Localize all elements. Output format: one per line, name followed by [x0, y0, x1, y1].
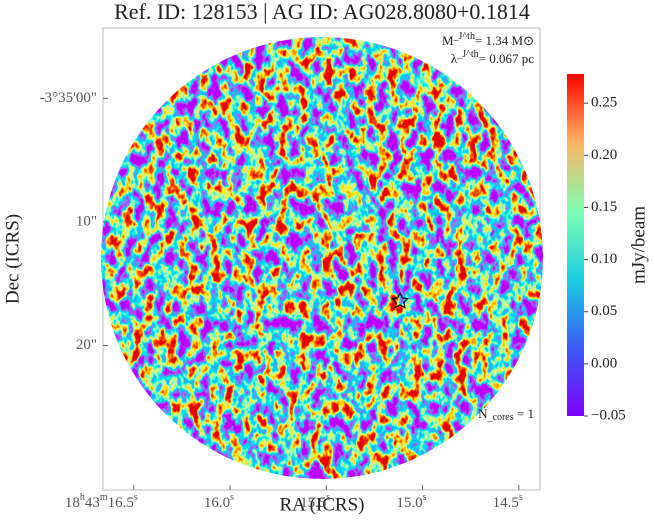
x-axis-label: RA (ICRS) [280, 494, 365, 515]
colorbar-tick-label: 0.10 [591, 251, 617, 267]
colorbar-label: mJy/beam [628, 206, 649, 284]
colorbar-tick-label: 0.20 [591, 147, 617, 163]
colorbar-tick-label: 0.15 [591, 199, 617, 215]
map [101, 37, 543, 479]
y-tick-label: -3°35'00" [40, 90, 97, 106]
x-tick-label: 15.5s [300, 492, 330, 511]
colorbar-tick-label: 0.00 [591, 355, 617, 371]
colorbar-tick-label: −0.05 [591, 407, 626, 423]
x-tick-label: 14.5s [493, 492, 523, 511]
y-tick-label: 20" [76, 337, 97, 353]
colorbar-tick-label: 0.05 [591, 303, 617, 319]
y-tick-label: 10" [76, 213, 97, 229]
chart-title: Ref. ID: 128153 | AG ID: AG028.8080+0.18… [114, 0, 530, 24]
annotation: M_J^th= 1.34 M⊙ [442, 31, 534, 48]
colorbar-tick-label: 0.25 [591, 95, 617, 111]
x-tick-label: 15.0s [396, 492, 426, 511]
colorbar [567, 74, 584, 416]
x-tick-label: 18h43m16.5s [65, 492, 138, 511]
annotation: λ_J^th= 0.067 pc [451, 49, 534, 66]
x-tick-label: 16.0s [204, 492, 234, 511]
annotation: N_cores = 1 [478, 406, 534, 423]
y-axis-label: Dec (ICRS) [2, 214, 23, 304]
star-marker [390, 291, 410, 309]
